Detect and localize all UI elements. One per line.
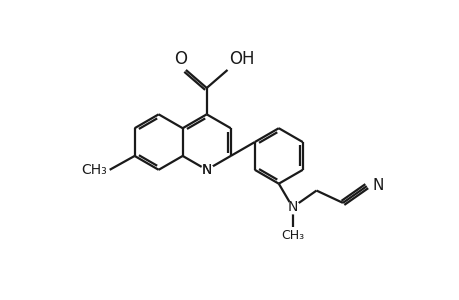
Text: OH: OH	[229, 50, 254, 68]
Text: O: O	[174, 50, 187, 68]
Text: N: N	[287, 200, 297, 214]
Text: N: N	[201, 163, 212, 177]
Text: N: N	[372, 178, 383, 193]
Text: CH₃: CH₃	[81, 163, 106, 177]
Text: N: N	[201, 163, 212, 177]
Text: CH₃: CH₃	[280, 229, 303, 242]
